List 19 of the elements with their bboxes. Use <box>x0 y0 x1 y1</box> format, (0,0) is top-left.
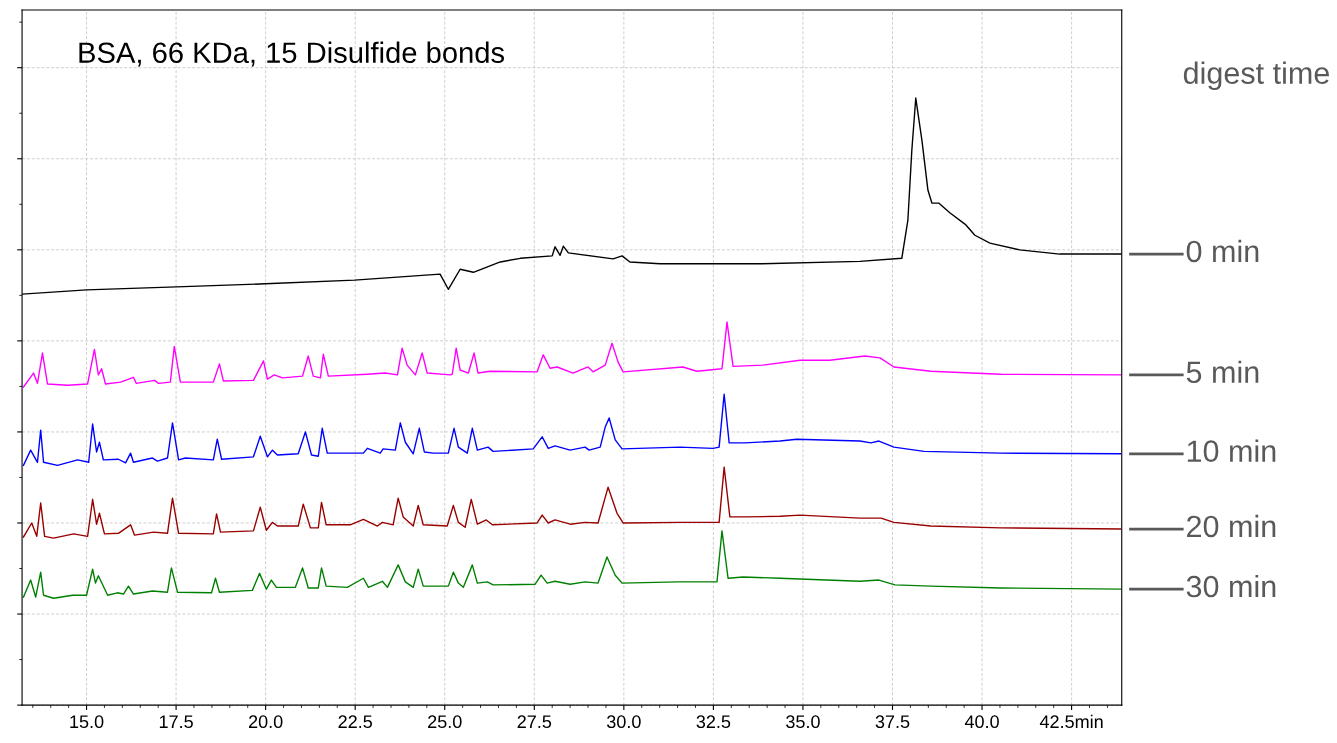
text: 20 min <box>1187 514 1276 538</box>
x-tick-label: 30.0 <box>606 715 641 729</box>
x-tick-label: 35.0 <box>786 715 820 729</box>
x-tick-label: 25.0 <box>428 715 462 729</box>
legend-title: digest time <box>1183 61 1329 91</box>
x-tick-label: 27.5 <box>517 715 552 729</box>
x-tick-label: 42.5min <box>1039 714 1103 729</box>
text: 10 min <box>1187 439 1276 462</box>
x-tick-label: 15.0 <box>70 715 104 729</box>
text: 30 min <box>1186 574 1276 598</box>
x-tick-label: 22.5 <box>338 715 372 729</box>
text: 5 min <box>1186 360 1259 384</box>
x-tick-label: 32.5 <box>696 715 731 729</box>
x-tick-label: 37.5 <box>875 715 910 729</box>
x-tick-label: 20.0 <box>248 715 283 729</box>
x-tick-label: 17.5 <box>159 715 193 729</box>
text: 0 min <box>1186 239 1259 263</box>
x-tick-label: 40.0 <box>964 715 999 729</box>
chart-title: BSA, 66 KDa, 15 Disulfide bonds <box>79 41 505 67</box>
